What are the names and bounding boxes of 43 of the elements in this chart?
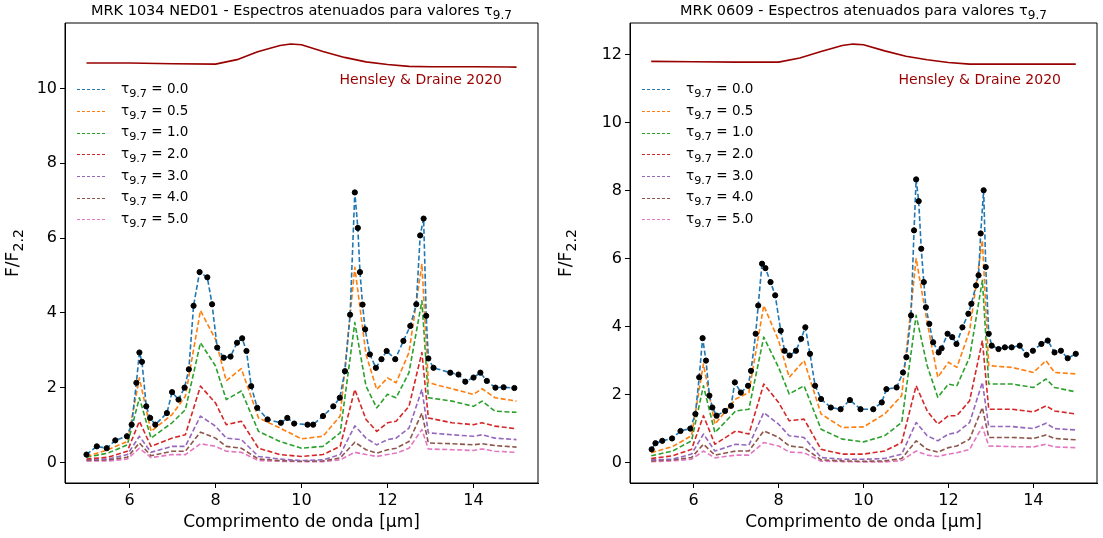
x-tick-label: 14 xyxy=(463,489,484,509)
x-tick-label: 12 xyxy=(377,489,398,509)
y-tick-label: 0 xyxy=(46,451,57,471)
legend-label: τ$_{9.7}$ = 1.0 xyxy=(121,123,189,144)
x-axis-title: Comprimento de onda [μm] xyxy=(745,511,982,531)
y-tick-label: 8 xyxy=(611,179,622,199)
y-tick-label: 6 xyxy=(611,247,622,267)
legend-label: τ$_{9.7}$ = 4.0 xyxy=(121,188,189,209)
x-tick-label: 12 xyxy=(938,489,959,509)
y-tick-label: 4 xyxy=(46,301,57,321)
legend-label: τ$_{9.7}$ = 0.0 xyxy=(121,80,189,100)
y-tick-label: 12 xyxy=(601,43,622,63)
legend-label: τ$_{9.7}$ = 5.0 xyxy=(121,210,189,230)
legend-label: τ$_{9.7}$ = 2.0 xyxy=(686,145,754,165)
x-tick-label: 8 xyxy=(210,489,221,509)
y-tick-label: 0 xyxy=(611,451,622,471)
y-tick-label: 10 xyxy=(36,77,57,97)
chart-title: MRK 1034 NED01 - Espectros atenuados para valores τ$_{9.7}$ xyxy=(90,2,513,22)
x-tick-label: 14 xyxy=(1023,489,1044,509)
legend-label: τ$_{9.7}$ = 1.0 xyxy=(686,123,754,144)
x-tick-label: 6 xyxy=(688,489,699,509)
y-tick-label: 6 xyxy=(46,227,57,247)
y-tick-label: 4 xyxy=(611,315,622,335)
x-axis-title: Comprimento de onda [μm] xyxy=(183,511,420,531)
legend-label: τ$_{9.7}$ = 4.0 xyxy=(686,188,754,209)
legend-label: τ$_{9.7}$ = 0.5 xyxy=(121,101,189,122)
legend-label: τ$_{9.7}$ = 2.0 xyxy=(121,145,189,165)
legend-label: τ$_{9.7}$ = 0.5 xyxy=(686,101,754,122)
legend-label: τ$_{9.7}$ = 3.0 xyxy=(686,166,754,187)
legend-label: τ$_{9.7}$ = 3.0 xyxy=(121,166,189,187)
annotation: Hensley & Draine 2020 xyxy=(339,71,502,87)
chart-title: MRK 0609 - Espectros atenuados para valores τ$_{9.7}$ xyxy=(680,2,1047,22)
x-tick-label: 10 xyxy=(853,489,874,509)
annotation: Hensley & Draine 2020 xyxy=(898,71,1061,87)
x-tick-label: 8 xyxy=(773,489,784,509)
y-tick-label: 2 xyxy=(46,376,57,396)
y-tick-label: 8 xyxy=(46,152,57,172)
x-tick-label: 6 xyxy=(124,489,135,509)
y-tick-label: 2 xyxy=(611,383,622,403)
legend-label: τ$_{9.7}$ = 0.0 xyxy=(686,80,754,100)
y-tick-label: 10 xyxy=(601,111,622,131)
x-tick-label: 10 xyxy=(291,489,312,509)
legend-label: τ$_{9.7}$ = 5.0 xyxy=(686,210,754,230)
